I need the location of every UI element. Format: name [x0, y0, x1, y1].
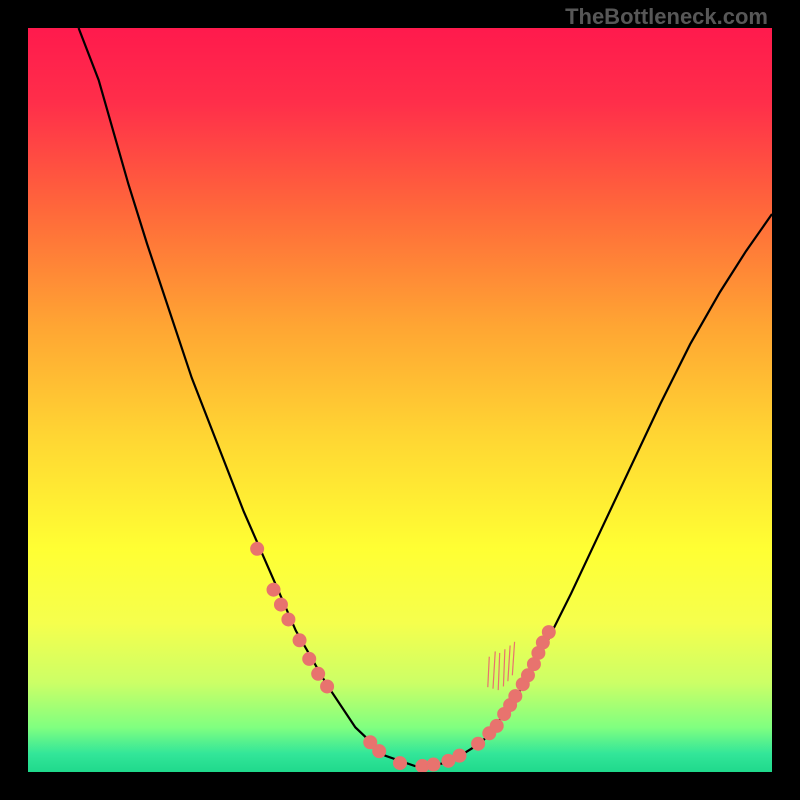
data-point-marker: [274, 598, 287, 611]
plot-area: [28, 28, 772, 772]
curve-layer: [28, 28, 772, 772]
chart-container: TheBottleneck.com: [0, 0, 800, 800]
data-point-marker: [282, 613, 295, 626]
data-point-marker: [267, 583, 280, 596]
data-point-marker: [394, 757, 407, 770]
data-point-marker: [321, 680, 334, 693]
data-point-marker: [490, 719, 503, 732]
data-point-marker: [303, 652, 316, 665]
data-point-marker: [542, 626, 555, 639]
hatch-line: [512, 642, 514, 675]
data-point-marker: [453, 749, 466, 762]
hatch-line: [488, 657, 489, 688]
data-point-marker: [251, 542, 264, 555]
watermark-text: TheBottleneck.com: [565, 4, 768, 30]
data-point-marker: [373, 745, 386, 758]
hatch-line: [503, 649, 504, 686]
data-point-marker: [509, 690, 522, 703]
data-point-marker: [427, 758, 440, 771]
data-point-marker: [293, 634, 306, 647]
data-point-marker: [472, 737, 485, 750]
hatch-line: [498, 653, 499, 690]
v-curve-path: [79, 28, 772, 766]
data-point-marker: [312, 667, 325, 680]
hatch-line: [493, 651, 495, 688]
hatch-line: [508, 646, 510, 682]
